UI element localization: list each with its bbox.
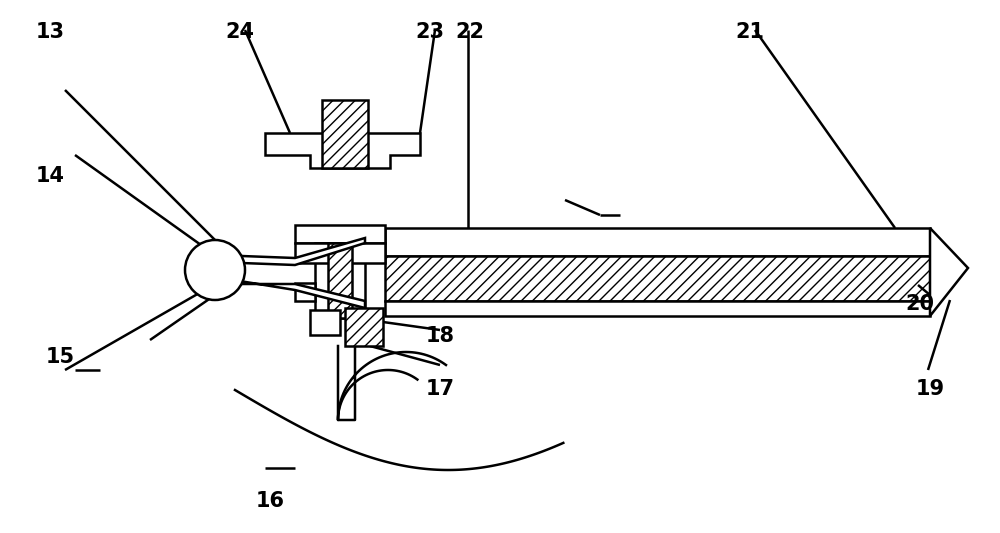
- Text: 24: 24: [226, 22, 254, 42]
- Text: 20: 20: [906, 294, 934, 314]
- Polygon shape: [215, 277, 365, 308]
- Text: 17: 17: [426, 379, 454, 399]
- Bar: [295, 283, 315, 301]
- Bar: [322, 100, 368, 168]
- Text: 21: 21: [736, 22, 765, 42]
- Text: 13: 13: [36, 22, 64, 42]
- Bar: [315, 243, 365, 318]
- Text: 18: 18: [426, 326, 454, 346]
- Text: 23: 23: [416, 22, 444, 42]
- Bar: [385, 301, 930, 316]
- Bar: [310, 310, 340, 335]
- Bar: [345, 308, 383, 346]
- Text: 15: 15: [45, 347, 75, 367]
- Bar: [328, 243, 352, 318]
- Polygon shape: [215, 238, 365, 265]
- Text: 14: 14: [36, 166, 64, 186]
- Polygon shape: [930, 228, 968, 316]
- Bar: [295, 225, 385, 243]
- Bar: [385, 228, 930, 256]
- Text: 16: 16: [256, 491, 285, 511]
- Text: 19: 19: [915, 379, 945, 399]
- Text: 22: 22: [456, 22, 484, 42]
- Circle shape: [185, 240, 245, 300]
- Polygon shape: [265, 133, 420, 168]
- Bar: [385, 256, 930, 301]
- Bar: [295, 243, 385, 263]
